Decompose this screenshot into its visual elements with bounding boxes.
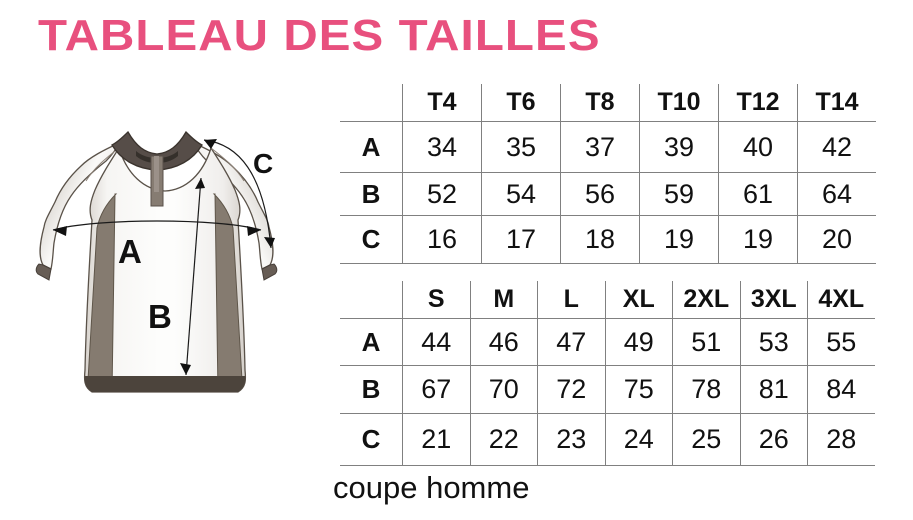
svg-text:C: C xyxy=(253,148,273,179)
svg-text:B: B xyxy=(148,298,172,335)
svg-text:A: A xyxy=(118,233,142,270)
